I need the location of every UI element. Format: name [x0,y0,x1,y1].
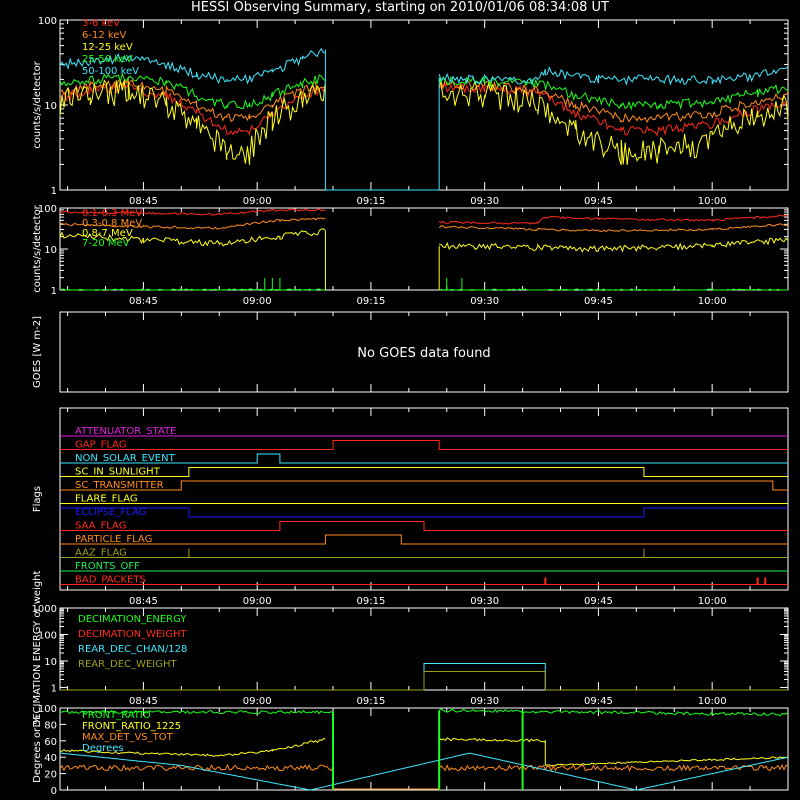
legend-entry: 12-25 keV [82,42,133,53]
x-tick-label: 08:45 [129,696,158,707]
y-axis-label: Degrees or % [32,715,43,783]
flag-line [60,508,788,517]
y-tick-label: 80 [44,720,57,731]
no-data-message: No GOES data found [357,346,490,361]
flag-line [60,549,788,558]
legend-entry: GAP_FLAG [75,440,127,451]
y-axis-label: GOES [W m-2] [32,316,43,388]
x-tick-label: 10:00 [698,196,727,207]
x-tick-label: 09:15 [357,596,386,607]
series-line [60,753,788,790]
legend-entry: NON_SOLAR_EVENT [75,453,176,464]
series-line [439,765,788,770]
y-axis-label: counts/s/detector [32,60,43,148]
series-line [439,215,788,224]
x-tick-label: 09:45 [584,596,613,607]
flag-line [60,468,788,477]
x-tick-label: 09:00 [243,296,272,307]
x-tick-label: 09:00 [243,596,272,607]
x-tick-label: 09:30 [470,696,499,707]
x-tick-label: 08:45 [129,296,158,307]
legend-entry: MAX_DET_VS_TOT [82,732,174,743]
series-line [439,77,788,109]
series-line [439,709,788,716]
legend-entry: FLARE_FLAG [75,494,138,505]
flag-line [60,441,788,450]
y-tick-label: 60 [44,737,57,748]
legend-entry: 25-50 keV [82,54,133,65]
legend-entry: 7-20 MeV [82,238,130,249]
legend-entry: SC_TRANSMITTER [75,480,164,491]
y-axis-label: counts/s/detector [32,204,43,292]
legend-entry: 3-6 keV [82,18,120,29]
series-line [60,289,325,290]
x-tick-label: 09:00 [243,696,272,707]
legend-entry: REAR_DEC_CHAN/128 [78,644,187,655]
x-tick-label: 08:45 [129,596,158,607]
y-tick-label: 40 [44,753,57,764]
legend-entry: 6-12 keV [82,30,126,41]
x-tick-label: 09:30 [470,196,499,207]
x-tick-label: 09:15 [357,196,386,207]
legend-entry: DECIMATION_WEIGHT [78,629,187,640]
legend-entry: DECIMATION_ENERGY [78,614,187,625]
legend-entry: AAZ_FLAG [75,548,127,559]
legend-entry: FRONTS_OFF [75,561,140,572]
y-tick-label: 1 [51,286,57,297]
panel-frame-0 [60,20,788,190]
x-tick-label: 09:45 [584,296,613,307]
flag-line [60,481,788,490]
flag-line [60,522,788,531]
series-line [439,289,788,290]
series-line [439,738,788,766]
y-tick-label: 10 [44,245,57,256]
series-line [60,80,325,165]
legend-entry: FRONT_RATIO [82,710,151,721]
y-tick-label: 100 [38,704,57,715]
x-tick-label: 08:45 [129,196,158,207]
y-tick-label: 0 [51,786,57,797]
x-tick-label: 10:00 [698,696,727,707]
series-line [439,80,788,165]
y-tick-label: 100 [38,16,57,27]
y-axis-label: Flags [32,486,43,512]
legend-entry: ECLIPSE_FLAG [75,507,146,518]
x-tick-label: 09:45 [584,196,613,207]
legend-entry: Degrees [82,743,124,754]
x-tick-label: 09:30 [470,596,499,607]
legend-entry: 50-100 keV [82,66,139,77]
x-tick-label: 10:00 [698,296,727,307]
x-tick-label: 10:00 [698,596,727,607]
legend-entry: ATTENUATOR_STATE [75,426,176,437]
x-tick-label: 09:30 [470,296,499,307]
x-tick-label: 09:00 [243,196,272,207]
series-line [60,672,788,691]
flag-line [60,535,788,544]
legend-entry: REAR_DEC_WEIGHT [78,659,177,670]
x-tick-label: 09:45 [584,696,613,707]
legend-entry: SAA_FLAG [75,521,126,532]
legend-entry: FRONT_RATIO_1225 [82,721,181,732]
y-tick-label: 10 [44,101,57,112]
y-tick-label: 10 [44,657,57,668]
legend-entry: BAD_PACKETS [75,575,146,586]
x-tick-label: 09:15 [357,696,386,707]
series-line [439,238,788,252]
y-tick-label: 20 [44,770,57,781]
x-tick-label: 09:15 [357,296,386,307]
legend-entry: PARTICLE_FLAG [75,534,152,545]
y-tick-label: 1 [51,186,57,197]
gap-line [325,49,439,190]
legend-entry: SC_IN_SUNLIGHT [75,467,161,478]
series-line [60,80,325,122]
hessi-summary-chart: 08:45 09:00 09:15 09:30 09:45 10:00110100coun… [0,0,800,800]
y-tick-label: 1 [51,683,57,694]
series-line [439,224,788,232]
